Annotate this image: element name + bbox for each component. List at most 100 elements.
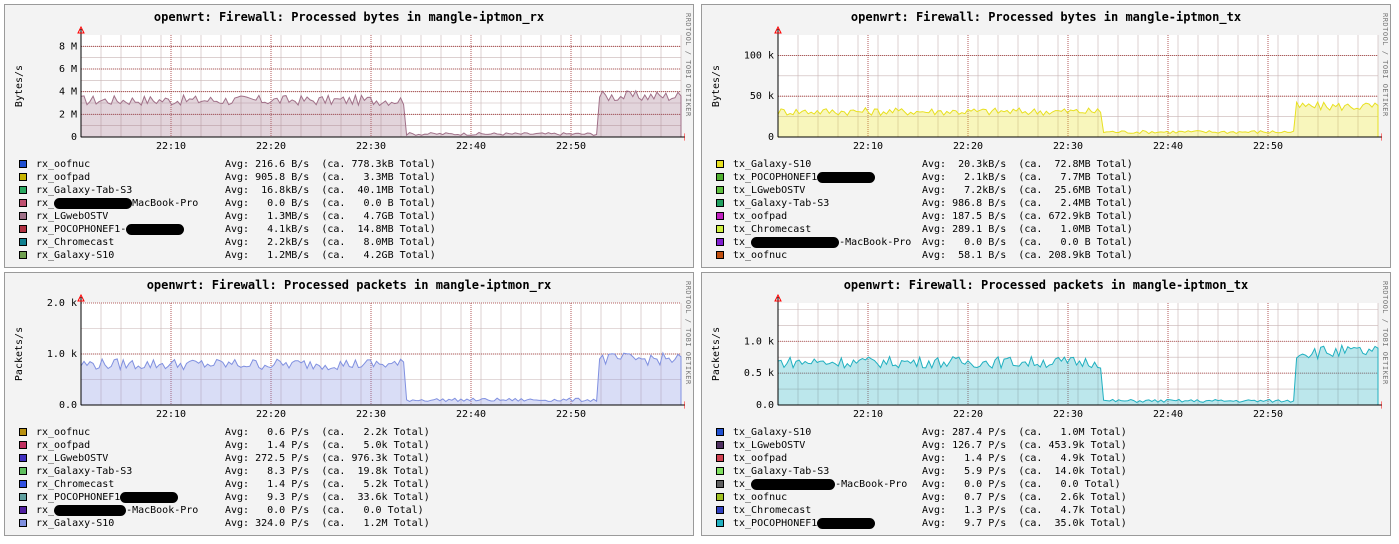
x-tick-label: 22:10 <box>853 409 883 420</box>
chart-title: openwrt: Firewall: Processed packets in … <box>146 278 552 292</box>
redaction-mark <box>751 236 840 248</box>
series-name-text: rx_oofnuc <box>36 427 91 438</box>
series-name-text: rx_Chromecast <box>36 479 115 490</box>
series-name-suffix: -MacBook-Pro <box>126 505 199 516</box>
x-tick-label: 22:20 <box>953 141 983 152</box>
legend-swatch <box>19 160 27 168</box>
legend-swatch <box>19 428 27 436</box>
series-name-suffix: -MacBook-Pro <box>835 479 908 490</box>
legend-item: tx_Galaxy-Tab-S3 Avg: 986.8 B/s (ca. 2.4M… <box>716 197 1386 210</box>
legend-series-name: tx_LGwebOSTV <box>733 184 805 197</box>
legend-avg: Avg: 9.7 P/s <box>922 518 1007 529</box>
legend-item: tx_LGwebOSTV Avg: 126.7 P/s (ca. 453.9k T… <box>716 439 1386 452</box>
y-axis-arrow <box>77 293 85 302</box>
series-name-text: tx_Galaxy-S10 <box>733 427 812 438</box>
legend-item: rx_Galaxy-Tab-S3 Avg: 16.8kB/s (ca. 40.1M… <box>19 184 689 197</box>
legend-item: rx_ MacBook-Pro Avg: 0.0 B/s (ca. 0.0 B To… <box>19 197 689 210</box>
legend-item: rx_Galaxy-Tab-S3 Avg: 8.3 P/s (ca. 19.8k … <box>19 465 689 478</box>
legend-item: rx_POCOPHONEF1 Avg: 9.3 P/s (ca. 33.6k To… <box>19 491 689 504</box>
graph-panel-bytes-tx: openwrt: Firewall: Processed bytes in ma… <box>701 4 1391 268</box>
legend-swatch <box>716 186 724 194</box>
legend-avg: Avg: 905.8 B/s <box>225 172 310 183</box>
legend-item: rx_oofnuc Avg: 216.6 B/s (ca. 778.3kB Tot… <box>19 158 689 171</box>
y-axis-arrow <box>774 293 782 302</box>
legend-series-name: tx_Galaxy-Tab-S3 <box>733 197 829 210</box>
legend-series-name: rx_LGwebOSTV <box>36 210 108 223</box>
legend-series-name: tx_POCOPHONEF1 <box>733 517 876 530</box>
x-tick-label: 22:30 <box>356 141 386 152</box>
series-name-text: tx_Chromecast <box>733 505 812 516</box>
legend-series-name: rx_ -MacBook-Pro <box>36 504 198 517</box>
legend-swatch <box>716 212 724 220</box>
legend-swatch <box>716 454 724 462</box>
y-tick-label: 0 <box>71 132 77 143</box>
legend-total: (ca. 3.3MB Total) <box>321 172 436 183</box>
legend-item: rx_oofnuc Avg: 0.6 P/s (ca. 2.2k Total) <box>19 426 689 439</box>
legend-series-name: tx_Galaxy-S10 <box>733 158 811 171</box>
legend-series-name: rx_Galaxy-Tab-S3 <box>36 184 132 197</box>
y-axis-arrow <box>774 25 782 34</box>
chart-title: openwrt: Firewall: Processed bytes in ma… <box>153 10 545 24</box>
legend-swatch <box>716 238 724 246</box>
redaction-mark <box>126 223 185 235</box>
legend-stats: Avg: 0.0 P/s (ca. 0.0 Total) <box>922 478 1121 491</box>
legend-avg: Avg: 4.1kB/s <box>225 224 310 235</box>
legend-total: (ca. 40.1MB Total) <box>321 185 436 196</box>
legend-total: (ca. 4.2GB Total) <box>321 250 436 261</box>
x-tick-label: 22:10 <box>853 141 883 152</box>
legend-series-name: rx_POCOPHONEF1- <box>36 223 185 236</box>
legend-item: tx_Chromecast Avg: 1.3 P/s (ca. 4.7k Tota… <box>716 504 1386 517</box>
legend-swatch <box>19 212 27 220</box>
legend-swatch <box>716 199 724 207</box>
chart-legend: rx_oofnuc Avg: 0.6 P/s (ca. 2.2k Total) rx… <box>19 426 689 530</box>
y-axis-arrow <box>77 25 85 34</box>
series-name-text: rx_Galaxy-S10 <box>36 518 115 529</box>
chart-legend: rx_oofnuc Avg: 216.6 B/s (ca. 778.3kB Tot… <box>19 158 689 262</box>
legend-total: (ca. 7.7MB Total) <box>1018 172 1133 183</box>
legend-avg: Avg: 0.0 B/s <box>922 237 1007 248</box>
graph-panel-packets-tx: openwrt: Firewall: Processed packets in … <box>701 272 1391 536</box>
legend-stats: Avg: 0.6 P/s (ca. 2.2k Total) <box>225 426 430 439</box>
series-name-text: rx_Galaxy-S10 <box>36 250 115 261</box>
legend-stats: Avg: 1.4 P/s (ca. 4.9k Total) <box>922 452 1127 465</box>
legend-avg: Avg: 7.2kB/s <box>922 185 1007 196</box>
legend-item: rx_Chromecast Avg: 1.4 P/s (ca. 5.2k Tota… <box>19 478 689 491</box>
y-tick-label: 4 M <box>59 87 77 98</box>
legend-item: rx_POCOPHONEF1- Avg: 4.1kB/s (ca. 14.8MB … <box>19 223 689 236</box>
chart-title: openwrt: Firewall: Processed packets in … <box>843 278 1249 292</box>
chart-plot: 22:10 22:20 22:30 22:40 22:50 0 2 M 4 M 6 M 8 M By… <box>14 25 685 152</box>
legend-swatch <box>19 480 27 488</box>
legend-total: (ca. 1.0MB Total) <box>1018 224 1133 235</box>
legend-item: rx_LGwebOSTV Avg: 1.3MB/s (ca. 4.7GB Tota… <box>19 210 689 223</box>
legend-avg: Avg: 1.2MB/s <box>225 250 310 261</box>
legend-swatch <box>716 506 724 514</box>
series-name-text: tx_oofnuc <box>733 492 788 503</box>
legend-item: tx_LGwebOSTV Avg: 7.2kB/s (ca. 25.6MB Tot… <box>716 184 1386 197</box>
y-axis-label: Bytes/s <box>14 65 25 107</box>
x-tick-label: 22:30 <box>1053 141 1083 152</box>
legend-item: tx_oofpad Avg: 1.4 P/s (ca. 4.9k Total) <box>716 452 1386 465</box>
y-axis-label: Packets/s <box>711 327 722 381</box>
legend-item: rx_LGwebOSTV Avg: 272.5 P/s (ca. 976.3k T… <box>19 452 689 465</box>
legend-series-name: rx_Chromecast <box>36 236 114 249</box>
legend-swatch <box>19 467 27 475</box>
legend-series-name: rx_ MacBook-Pro <box>36 197 198 210</box>
legend-total: (ca. 25.6MB Total) <box>1018 185 1133 196</box>
series-name-text: tx_ <box>733 237 752 248</box>
legend-stats: Avg: 905.8 B/s (ca. 3.3MB Total) <box>225 171 436 184</box>
legend-avg: Avg: 5.9 P/s <box>922 466 1007 477</box>
legend-swatch <box>19 186 27 194</box>
legend-avg: Avg: 1.3MB/s <box>225 211 310 222</box>
legend-series-name: rx_oofnuc <box>36 426 90 439</box>
legend-avg: Avg: 58.1 B/s <box>922 250 1007 261</box>
series-area <box>80 89 682 138</box>
chart-legend: tx_Galaxy-S10 Avg: 287.4 P/s (ca. 1.0M To… <box>716 426 1386 530</box>
legend-stats: Avg: 1.4 P/s (ca. 5.2k Total) <box>225 478 430 491</box>
series-name-text: rx_LGwebOSTV <box>36 453 109 464</box>
legend-swatch <box>19 454 27 462</box>
legend-swatch <box>19 238 27 246</box>
series-area <box>777 343 1379 406</box>
legend-avg: Avg: 126.7 P/s <box>922 440 1007 451</box>
legend-series-name: rx_oofpad <box>36 439 90 452</box>
legend-series-name: tx_Galaxy-Tab-S3 <box>733 465 829 478</box>
